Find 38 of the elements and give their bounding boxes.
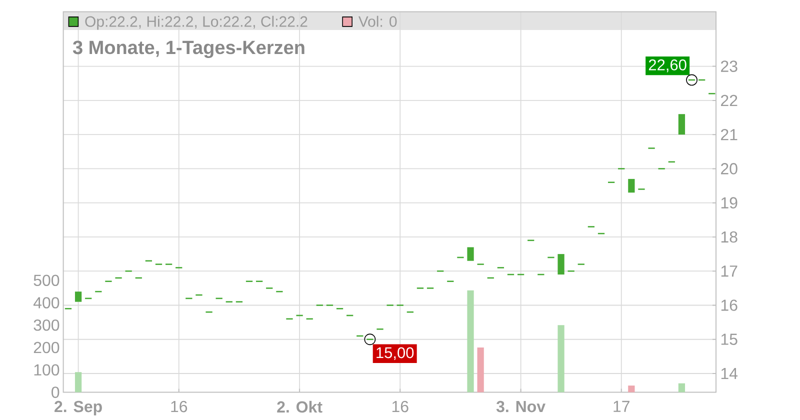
candlestick bbox=[678, 114, 686, 135]
candlestick bbox=[467, 247, 474, 261]
y-tick-label: 15 bbox=[721, 334, 738, 345]
y2-tick-label: 200 bbox=[34, 342, 60, 354]
y2-tick-label: 500 bbox=[34, 274, 60, 286]
y-tick-label: 22 bbox=[721, 94, 738, 106]
y-tick-label: 19 bbox=[721, 197, 738, 209]
candlestick bbox=[558, 254, 564, 275]
y-tick-label: 21 bbox=[721, 128, 738, 140]
x-tick-label: 2. Okt bbox=[277, 400, 322, 413]
bar bbox=[558, 325, 564, 392]
y2-tick-label: 100 bbox=[34, 364, 60, 376]
candlestick bbox=[628, 178, 635, 193]
x-tick-label: 2. Sep bbox=[54, 400, 102, 416]
text: 22,60 bbox=[648, 59, 686, 72]
x-tick-label: 17 bbox=[614, 400, 630, 412]
legend-label: Vol: 0 bbox=[358, 16, 397, 27]
candlestick bbox=[74, 292, 82, 302]
x-tick-label: 16 bbox=[171, 400, 188, 412]
y-tick-label: 23 bbox=[721, 60, 738, 72]
y-tick-label: 16 bbox=[721, 300, 738, 311]
bar bbox=[477, 348, 484, 392]
y-tick-label: 17 bbox=[721, 266, 738, 277]
y2-tick-label: 0 bbox=[52, 386, 60, 398]
y2-tick-label: 400 bbox=[33, 297, 60, 308]
y2-tick-label: 300 bbox=[34, 319, 60, 331]
bar bbox=[467, 290, 474, 392]
y-tick-label: 20 bbox=[721, 163, 738, 174]
text: 15,00 bbox=[376, 347, 414, 360]
text: 3 Monate, 1-Tages-Kerzen bbox=[72, 40, 304, 58]
legend-label: Op:22.2, Hi:22.2, Lo:22.2, Cl:22.2 bbox=[85, 16, 308, 30]
y-tick-label: 18 bbox=[721, 231, 738, 243]
bar bbox=[678, 383, 686, 392]
bar bbox=[628, 386, 635, 392]
bar bbox=[74, 372, 82, 392]
y-tick-label: 14 bbox=[721, 368, 738, 380]
x-tick-label: 16 bbox=[392, 400, 408, 412]
x-tick-label: 3. Nov bbox=[496, 400, 546, 412]
